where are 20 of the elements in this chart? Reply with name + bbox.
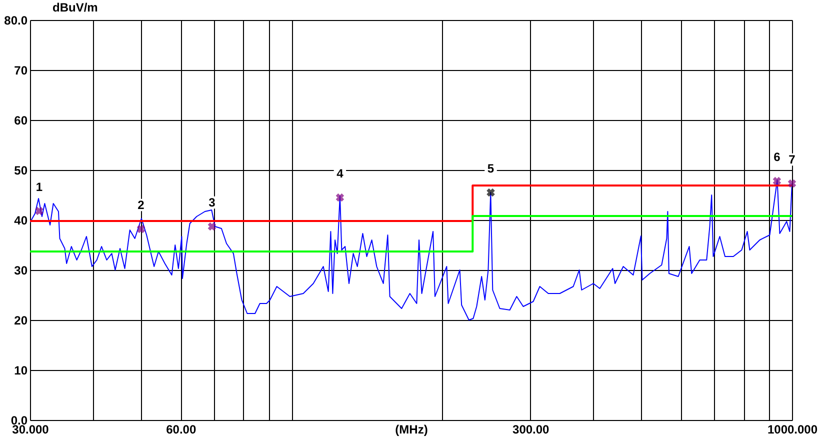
y-tick-label: 80.0 [4,14,28,28]
annotation: 2 [138,198,145,212]
y-tick-label: 50 [14,164,28,178]
annotation: 7 [788,152,796,166]
annotation: 6 [774,150,781,164]
annotation: 3 [208,196,216,210]
annotation: 1 [36,180,43,194]
annotation: 5 [487,162,494,176]
y-tick-label: 30 [14,264,28,278]
y-tick-label: 10 [14,364,28,378]
x-axis-title: (MHz) [395,422,428,436]
x-tick-label: 300.00 [512,422,550,436]
x-tick-label: 1000.000 [767,422,818,436]
y-tick-label: 40 [14,214,28,228]
y-tick-label: 70 [14,64,28,78]
y-tick-label: 60 [14,114,28,128]
annotation: 4 [336,166,344,180]
x-tick-label: 60.00 [166,422,196,436]
y-axis-title: dBuV/m [52,0,98,14]
y-tick-label: 20 [14,314,28,328]
